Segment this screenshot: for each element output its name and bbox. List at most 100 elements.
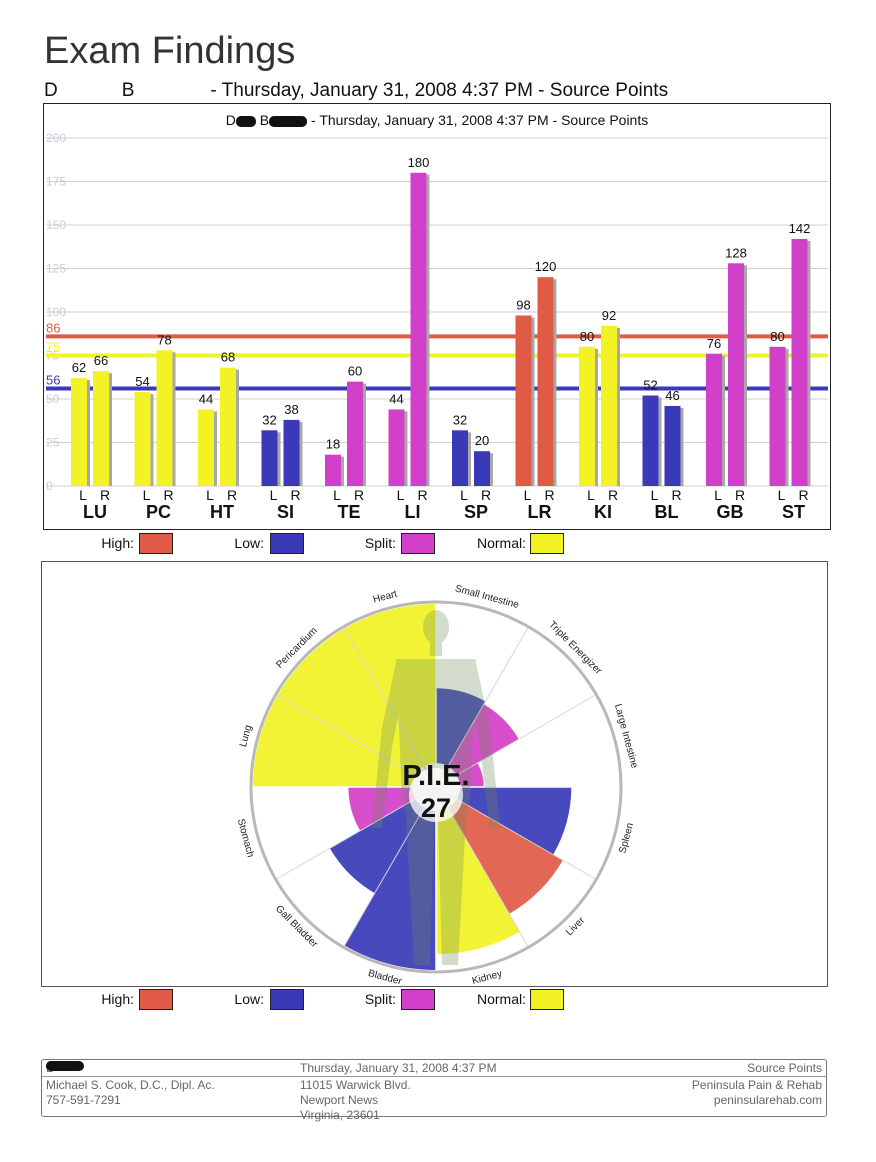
y-tick-label: 200: [46, 131, 66, 145]
center-disc: [409, 768, 463, 822]
pie-divider: [277, 786, 437, 879]
legend-swatch: [530, 533, 564, 554]
legend-label: Normal:: [476, 991, 526, 1007]
bar: [579, 346, 595, 486]
legend-swatch: [530, 989, 564, 1010]
pie-center-value: 27: [421, 793, 451, 823]
category-label: LU: [83, 502, 107, 522]
legend-swatch: [401, 989, 435, 1010]
bar: [728, 263, 744, 486]
bar-value-label: 66: [94, 353, 108, 368]
redaction-mark: [46, 1061, 84, 1071]
category-label: ST: [782, 502, 805, 522]
subtitle-text: - Thursday, January 31, 2008 4:37 PM - S…: [210, 80, 669, 101]
legend-label: Split:: [364, 535, 396, 551]
pie-divider: [435, 695, 595, 788]
bar: [325, 454, 341, 486]
side-label: L: [333, 487, 341, 503]
bar: [134, 392, 151, 486]
footer-phone: 757-591-7291: [46, 1093, 121, 1107]
footer-address-3: Virginia, 23601: [300, 1108, 380, 1122]
side-label: R: [544, 487, 554, 503]
legend-swatch: [139, 989, 173, 1010]
bar-chart-panel: D B - Thursday, January 31, 2008 4:37 PM…: [43, 103, 831, 530]
bar-value-label: 76: [707, 336, 721, 351]
bar-value-label: 98: [516, 297, 530, 312]
subtitle-initial-2: B: [121, 80, 135, 101]
pie-slice: [348, 787, 416, 831]
slice-label: Lung: [238, 724, 254, 748]
page-subtitle: D B - Thursday, January 31, 2008 4:37 PM -…: [44, 80, 668, 102]
side-label: L: [714, 487, 722, 503]
category-label: TE: [337, 502, 360, 522]
footer-clinic: Peninsula Pain & Rehab: [691, 1078, 822, 1092]
footer-report-name: Source Points: [747, 1061, 822, 1075]
pie-slice: [436, 688, 486, 767]
bar-value-label: 80: [580, 329, 594, 344]
slice-label: Stomach: [235, 818, 256, 859]
bar: [769, 346, 786, 486]
slice-label: Bladder: [367, 968, 404, 986]
pie-divider: [435, 628, 528, 788]
pie-center-title: P.I.E.: [402, 760, 469, 792]
bar: [410, 172, 427, 487]
legend-pie: High: Low: Split: Normal:: [0, 989, 876, 1013]
bar: [474, 451, 490, 486]
bar-value-label: 46: [665, 388, 679, 403]
y-tick-label: 175: [46, 175, 66, 189]
side-label: L: [143, 487, 151, 503]
y-tick-label: 50: [46, 392, 60, 406]
figure-leg-left: [406, 817, 434, 965]
bar: [261, 430, 278, 486]
category-label: GB: [717, 502, 744, 522]
bar: [537, 277, 554, 486]
chart-title-initial-1: D: [225, 112, 236, 128]
side-label: L: [778, 487, 786, 503]
pie-slice: [456, 763, 484, 787]
bar: [791, 238, 808, 486]
bar-value-label: 54: [135, 374, 149, 389]
reference-line-label: 75: [46, 340, 60, 355]
side-label: L: [397, 487, 405, 503]
side-label: R: [671, 487, 681, 503]
y-tick-label: 150: [46, 218, 66, 232]
side-label: R: [417, 487, 427, 503]
bar-value-label: 60: [348, 364, 362, 379]
legend-swatch: [270, 533, 304, 554]
bar: [515, 315, 532, 486]
legend-label: Low:: [234, 991, 264, 1007]
side-label: R: [163, 487, 173, 503]
figure-arm-right: [470, 663, 500, 829]
figure-head: [423, 610, 449, 644]
reference-line-label: 86: [46, 320, 60, 335]
pie-divider: [344, 628, 437, 788]
category-label: KI: [594, 502, 612, 522]
bar: [71, 378, 87, 486]
footer-address-1: 11015 Warwick Blvd.: [300, 1078, 411, 1092]
bar: [283, 419, 300, 486]
side-label: R: [227, 487, 237, 503]
side-label: L: [524, 487, 532, 503]
bar: [642, 395, 659, 486]
bar-value-label: 62: [72, 360, 86, 375]
redaction-mark: [235, 115, 256, 127]
side-label: R: [481, 487, 491, 503]
side-label: R: [735, 487, 745, 503]
bar-value-label: 20: [475, 433, 489, 448]
figure-arm-left: [372, 663, 402, 829]
pie-divider: [435, 786, 595, 879]
side-label: L: [460, 487, 468, 503]
y-tick-label: 0: [46, 479, 53, 493]
bar-value-label: 92: [602, 308, 616, 323]
bar-value-label: 78: [157, 332, 171, 347]
bar: [347, 381, 363, 486]
bar: [706, 353, 722, 486]
bar-chart: 025507510012515017520086755662L66RLU54L7…: [46, 131, 828, 522]
bar-value-label: 32: [453, 412, 467, 427]
bar: [388, 409, 405, 486]
pie-slice: [344, 807, 436, 970]
side-label: R: [290, 487, 300, 503]
legend-label: Split:: [364, 991, 396, 1007]
bar-value-label: 80: [770, 329, 784, 344]
chart-title-initial-2: B: [259, 112, 270, 128]
